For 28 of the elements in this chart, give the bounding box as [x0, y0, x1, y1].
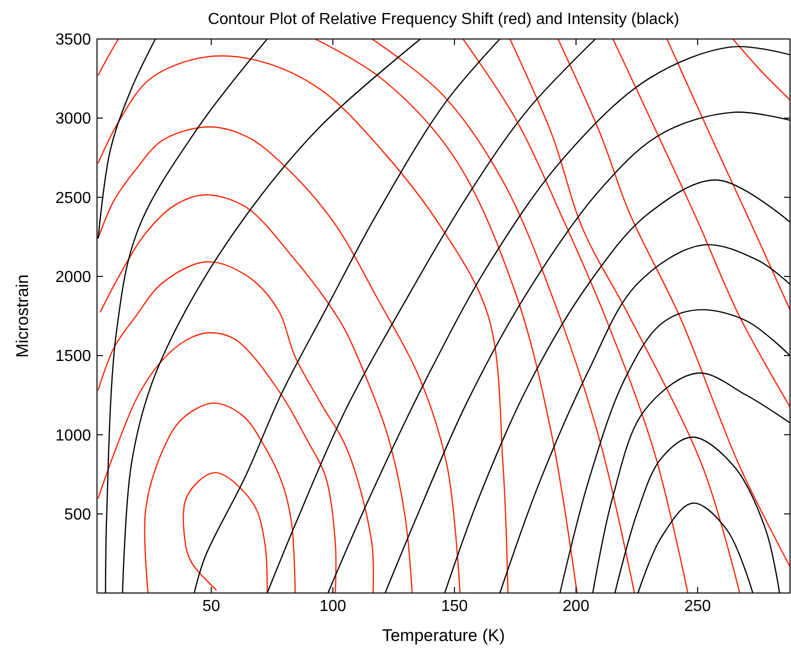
y-tick-label: 3500 [55, 32, 92, 49]
y-tick-label: 1500 [55, 348, 92, 366]
line-series [371, 39, 635, 593]
x-tick-label: 100 [320, 598, 346, 615]
line-series [98, 126, 461, 593]
line-series [100, 194, 413, 593]
y-tick-label: 1000 [55, 427, 92, 444]
y-tick-label: 2500 [55, 190, 92, 207]
line-series [98, 261, 374, 593]
line-series [509, 39, 740, 593]
x-tick-label: 150 [441, 598, 468, 615]
line-series [314, 39, 578, 593]
x-tick-label: 250 [684, 598, 712, 615]
y-tick-label: 2000 [55, 269, 92, 286]
x-tick-label: 50 [202, 598, 220, 615]
y-tick-label: 3000 [55, 110, 92, 128]
line-series [98, 332, 336, 593]
x-axis-title: Temperature (K) [382, 626, 505, 645]
line-series [98, 55, 509, 593]
line-series [612, 39, 790, 408]
y-tick-label: 500 [64, 506, 92, 524]
line-series [666, 39, 790, 310]
line-series [557, 39, 790, 568]
chart-title: Contour Plot of Relative Frequency Shift (red) and Intensity (black) [208, 11, 680, 28]
x-tick-label: 200 [562, 598, 590, 615]
y-axis-title: Microstrain [13, 274, 32, 358]
line-series [144, 402, 296, 593]
line-series [462, 39, 688, 593]
